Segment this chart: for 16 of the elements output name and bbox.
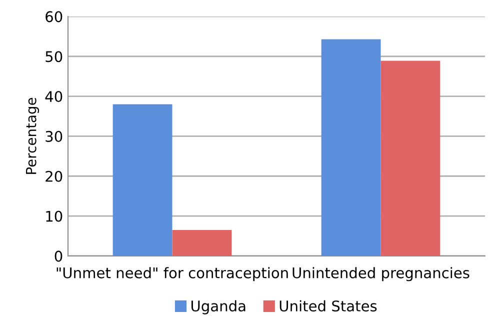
legend-label: Uganda xyxy=(191,300,246,314)
bar xyxy=(172,230,232,256)
y-tick-label: 50 xyxy=(46,51,62,62)
y-tick-label: 20 xyxy=(46,170,62,182)
y-axis-title: Percentage xyxy=(26,98,40,174)
y-tick-label: 10 xyxy=(46,210,62,222)
y-tick-label: 0 xyxy=(54,250,62,262)
x-tick-label: "Unmet need" for contraception xyxy=(56,267,288,282)
y-tick-label: 30 xyxy=(46,130,62,142)
x-tick-label: Unintended pregnancies xyxy=(292,267,470,282)
y-tick-label: 40 xyxy=(45,91,62,102)
bar xyxy=(321,39,381,256)
bar xyxy=(112,104,172,256)
legend-label: United States xyxy=(280,300,377,312)
bar xyxy=(380,60,440,256)
y-tick-label: 60 xyxy=(46,11,62,22)
